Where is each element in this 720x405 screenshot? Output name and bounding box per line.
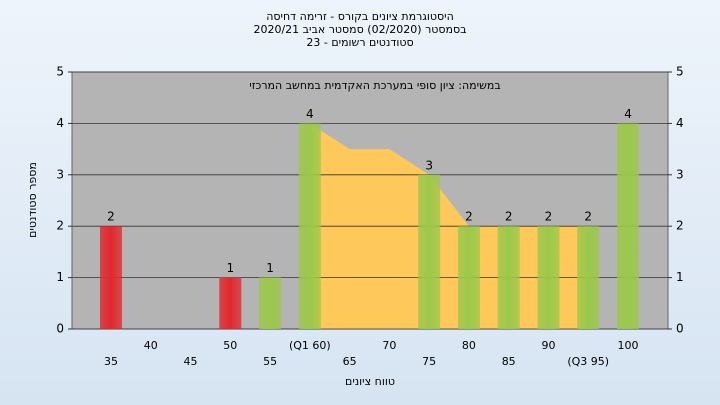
chart-subtitle: סטודנטים רשומים - 23 bbox=[306, 36, 413, 49]
chart-subtitle: בסמסטר (02/2020) סמסטר אביב 2020/21 bbox=[253, 23, 466, 36]
x-tick-label: 40 bbox=[144, 339, 158, 352]
y-tick-label: 5 bbox=[56, 65, 64, 79]
data-label: 4 bbox=[624, 107, 632, 121]
chart-title: היסטוגרמת ציונים בקורס - זרימה דחיסה bbox=[266, 10, 454, 23]
x-tick-label: 90 bbox=[541, 339, 555, 352]
data-label: 4 bbox=[306, 107, 314, 121]
x-tick-label: 50 bbox=[223, 339, 237, 352]
y-tick-label: 3 bbox=[56, 167, 64, 181]
x-tick-label: (Q1 60) bbox=[289, 339, 331, 352]
y2-tick-label: 5 bbox=[676, 65, 684, 79]
x-axis-label: טווח ציונים bbox=[345, 375, 395, 388]
y2-tick-label: 4 bbox=[676, 116, 684, 130]
y-tick-label: 0 bbox=[56, 322, 64, 336]
x-tick-label: 65 bbox=[343, 355, 357, 368]
x-tick-label: 80 bbox=[462, 339, 476, 352]
data-label: 2 bbox=[505, 210, 513, 224]
data-label: 3 bbox=[425, 158, 433, 172]
x-tick-label: 75 bbox=[422, 355, 436, 368]
y2-tick-label: 2 bbox=[676, 219, 684, 233]
x-tick-label: (Q3 95) bbox=[567, 355, 609, 368]
x-tick-label: 45 bbox=[184, 355, 198, 368]
data-label: 2 bbox=[107, 210, 115, 224]
bar bbox=[219, 277, 242, 329]
x-tick-label: 100 bbox=[618, 339, 639, 352]
bar bbox=[497, 226, 520, 329]
y-axis-label: מספר סטודנטים bbox=[26, 162, 39, 238]
x-tick-label: 85 bbox=[502, 355, 516, 368]
bar bbox=[617, 123, 640, 330]
x-tick-label: 70 bbox=[382, 339, 396, 352]
x-tick-label: 55 bbox=[263, 355, 277, 368]
y-tick-label: 2 bbox=[56, 219, 64, 233]
data-label: 1 bbox=[266, 261, 274, 275]
annotation: במשימה: ציון סופי במערכת האקדמית במחשב ה… bbox=[249, 79, 500, 92]
data-label: 2 bbox=[584, 210, 592, 224]
bar bbox=[259, 277, 282, 329]
y-tick-label: 1 bbox=[56, 270, 64, 284]
y-tick-label: 4 bbox=[56, 116, 64, 130]
data-label: 2 bbox=[465, 210, 473, 224]
bar bbox=[577, 226, 600, 329]
bar bbox=[100, 226, 122, 329]
bar bbox=[298, 123, 321, 330]
bar bbox=[537, 226, 560, 329]
y2-tick-label: 3 bbox=[676, 167, 684, 181]
y2-tick-label: 0 bbox=[676, 322, 684, 336]
bar bbox=[457, 226, 480, 329]
data-label: 2 bbox=[545, 210, 553, 224]
x-tick-label: 35 bbox=[104, 355, 118, 368]
data-label: 1 bbox=[226, 261, 234, 275]
bar bbox=[418, 174, 441, 329]
y2-tick-label: 1 bbox=[676, 270, 684, 284]
